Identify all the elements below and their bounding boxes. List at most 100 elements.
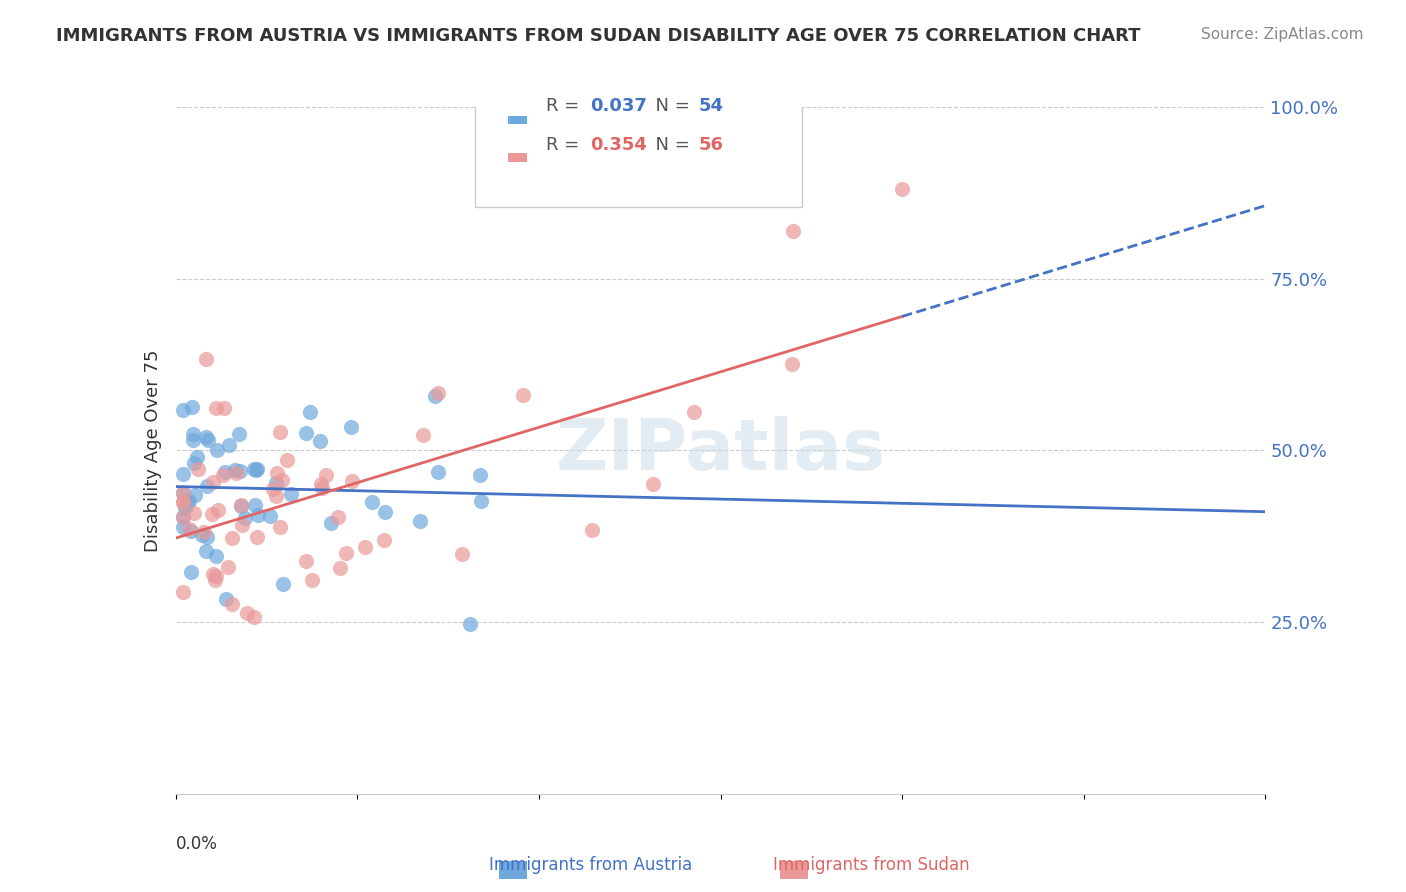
Point bbox=[202, 567, 225, 582]
Point bbox=[246, 530, 269, 544]
Point bbox=[233, 511, 256, 525]
Point bbox=[361, 495, 384, 509]
Point bbox=[335, 546, 357, 560]
Point bbox=[581, 523, 603, 537]
Point bbox=[470, 494, 492, 508]
Point bbox=[172, 495, 194, 509]
Point bbox=[217, 560, 239, 574]
Point bbox=[197, 478, 219, 492]
Point bbox=[214, 401, 236, 416]
Point bbox=[172, 494, 194, 508]
Point bbox=[329, 560, 352, 574]
Text: N =: N = bbox=[644, 136, 696, 153]
Point bbox=[412, 428, 434, 442]
Text: 56: 56 bbox=[699, 136, 724, 153]
Point bbox=[309, 477, 332, 491]
Point bbox=[340, 419, 363, 434]
Point bbox=[269, 425, 291, 440]
Point bbox=[266, 466, 288, 480]
Point bbox=[177, 494, 200, 508]
Point bbox=[205, 442, 228, 457]
Point bbox=[176, 496, 198, 510]
Point bbox=[326, 510, 349, 524]
Point bbox=[202, 475, 225, 489]
Point bbox=[194, 544, 217, 558]
Point bbox=[315, 467, 337, 482]
Point bbox=[180, 524, 202, 538]
Point bbox=[229, 499, 252, 513]
Text: Immigrants from Sudan: Immigrants from Sudan bbox=[773, 856, 970, 874]
Text: N =: N = bbox=[644, 97, 696, 115]
Point bbox=[354, 540, 377, 554]
Point bbox=[224, 463, 246, 477]
Point bbox=[172, 467, 194, 481]
Point bbox=[236, 606, 259, 620]
Point bbox=[173, 500, 195, 515]
Point bbox=[782, 357, 804, 371]
Point bbox=[269, 520, 291, 534]
Point bbox=[641, 476, 664, 491]
Point bbox=[215, 591, 238, 606]
Point bbox=[427, 465, 450, 479]
FancyBboxPatch shape bbox=[475, 55, 803, 207]
Point bbox=[183, 506, 205, 520]
Point bbox=[201, 508, 224, 522]
Text: IMMIGRANTS FROM AUSTRIA VS IMMIGRANTS FROM SUDAN DISABILITY AGE OVER 75 CORRELAT: IMMIGRANTS FROM AUSTRIA VS IMMIGRANTS FR… bbox=[56, 27, 1140, 45]
Point bbox=[204, 569, 226, 583]
Point bbox=[301, 574, 323, 588]
Point bbox=[194, 430, 217, 444]
Point bbox=[451, 547, 474, 561]
Point bbox=[245, 498, 267, 512]
Point bbox=[218, 438, 240, 452]
Point bbox=[181, 427, 204, 442]
Point bbox=[181, 400, 204, 414]
Point bbox=[172, 509, 194, 524]
Text: R =: R = bbox=[546, 136, 585, 153]
Point bbox=[891, 182, 914, 196]
FancyBboxPatch shape bbox=[508, 116, 527, 124]
Y-axis label: Disability Age Over 75: Disability Age Over 75 bbox=[143, 349, 162, 552]
Point bbox=[187, 462, 209, 476]
Point bbox=[295, 426, 318, 441]
Point bbox=[231, 498, 253, 512]
Point bbox=[183, 456, 205, 470]
Point bbox=[229, 464, 252, 478]
Point bbox=[191, 528, 214, 542]
Point bbox=[172, 510, 194, 524]
Point bbox=[409, 514, 432, 528]
Text: Immigrants from Austria: Immigrants from Austria bbox=[489, 856, 692, 874]
Point bbox=[183, 433, 205, 447]
Point bbox=[308, 434, 330, 448]
Point bbox=[180, 566, 202, 580]
Point bbox=[294, 554, 316, 568]
Point bbox=[683, 405, 706, 419]
Point bbox=[276, 453, 298, 467]
Point bbox=[782, 224, 804, 238]
Point bbox=[470, 467, 492, 482]
Point bbox=[204, 574, 226, 588]
Point bbox=[172, 403, 194, 417]
Point bbox=[259, 508, 281, 523]
Point bbox=[423, 389, 446, 403]
Text: 0.354: 0.354 bbox=[591, 136, 647, 153]
Point bbox=[214, 465, 236, 479]
Point bbox=[184, 488, 207, 502]
Point bbox=[264, 475, 287, 490]
Point bbox=[207, 503, 229, 517]
Point bbox=[186, 450, 208, 465]
Point bbox=[311, 481, 333, 495]
Point bbox=[426, 385, 449, 400]
Text: 54: 54 bbox=[699, 97, 724, 115]
Point bbox=[512, 388, 534, 402]
Point bbox=[195, 530, 218, 544]
Point bbox=[373, 533, 395, 547]
Point bbox=[374, 505, 396, 519]
Text: ZIPatlas: ZIPatlas bbox=[555, 416, 886, 485]
Point bbox=[212, 468, 235, 483]
Point bbox=[298, 405, 321, 419]
Point bbox=[280, 486, 302, 500]
Point bbox=[243, 610, 266, 624]
Point bbox=[172, 486, 194, 500]
Point bbox=[340, 474, 363, 488]
Point bbox=[205, 401, 228, 415]
